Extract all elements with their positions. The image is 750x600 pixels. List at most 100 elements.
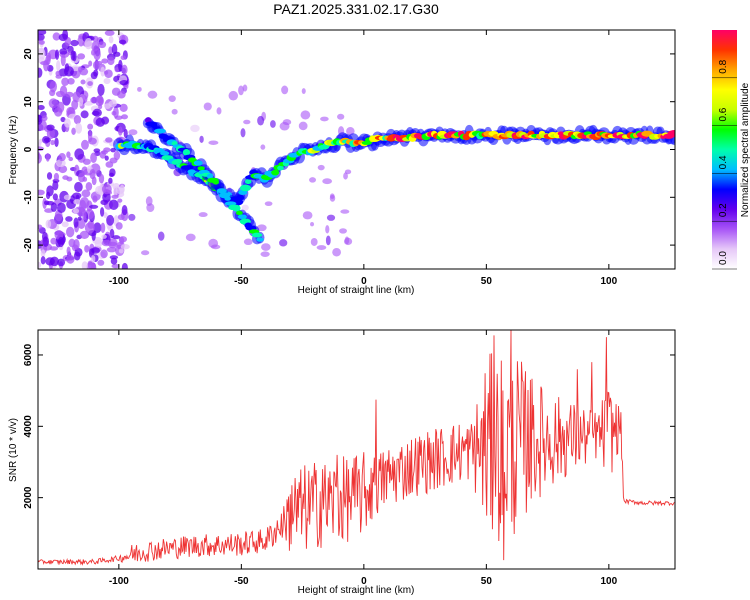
heatmap-cell — [38, 261, 42, 269]
heatmap-cell — [66, 151, 71, 159]
heatmap-cell — [49, 89, 56, 97]
heatmap-cell — [81, 261, 88, 269]
heatmap-cell — [115, 222, 123, 230]
x-tick-label: 100 — [601, 576, 618, 587]
heatmap-cell — [119, 79, 129, 86]
heatmap-cell — [121, 204, 128, 216]
heatmap-cell — [141, 250, 150, 256]
heatmap-cell — [168, 95, 176, 102]
heatmap-cell — [92, 195, 98, 203]
heatmap-cell — [236, 210, 243, 216]
heatmap-cell — [61, 77, 69, 87]
heatmap-cell — [137, 86, 142, 92]
heatmap-cell — [100, 249, 108, 259]
heatmap-cell — [38, 47, 44, 53]
heatmap-cell — [45, 257, 55, 266]
y-tick-label: 6000 — [23, 343, 34, 366]
heatmap-cell — [54, 49, 60, 60]
heatmap-cell — [59, 85, 68, 97]
heatmap-cell — [238, 85, 244, 96]
heatmap-cell — [243, 238, 253, 246]
heatmap-cell — [97, 259, 105, 266]
x-tick-label: -50 — [234, 276, 249, 287]
heatmap-cell — [257, 115, 265, 126]
heatmap-cell — [46, 172, 53, 180]
heatmap-cell — [70, 50, 76, 61]
heatmap-cell — [101, 58, 109, 64]
y-axis-ticks: 2000 4000 6000 — [23, 343, 675, 509]
heatmap-cell — [98, 41, 107, 49]
heatmap-cell — [52, 32, 61, 41]
heatmap-cell — [38, 67, 43, 78]
heatmap-cell — [121, 64, 128, 75]
heatmap-cell — [128, 213, 136, 221]
heatmap-cell — [121, 114, 129, 120]
heatmap-cell — [82, 176, 88, 182]
heatmap-cell — [84, 222, 95, 234]
heatmap-cell — [102, 192, 111, 203]
heatmap-cell — [78, 66, 83, 73]
heatmap-cell — [71, 127, 76, 135]
heatmap-cell — [120, 55, 126, 61]
heatmap-cell — [128, 129, 138, 136]
heatmap-cell — [260, 144, 266, 150]
heatmap-cell — [256, 237, 264, 242]
heatmap-cell — [282, 119, 292, 126]
heatmap-cell — [103, 212, 108, 219]
x-axis-ticks: -100 -50 0 50 100 — [109, 30, 618, 287]
heatmap-cell — [197, 166, 205, 171]
y-tick-label: 10 — [23, 96, 34, 108]
heatmap-cell — [89, 204, 99, 209]
heatmap-cell — [147, 90, 158, 99]
heatmap-cell — [239, 184, 252, 192]
heatmap-cell — [38, 104, 45, 111]
heatmap-cell — [310, 222, 315, 227]
colorbar-tick-label: 0.0 — [718, 251, 729, 265]
heatmap-cell — [56, 101, 65, 113]
heatmap-cell — [46, 191, 51, 200]
y-tick-label: 2000 — [23, 486, 34, 509]
heatmap-cell — [93, 48, 101, 61]
heatmap-cell — [73, 217, 79, 228]
heatmap-cell — [100, 222, 106, 234]
heatmap-cell — [90, 255, 96, 263]
colorbar-tick-label: 0.8 — [718, 59, 729, 73]
heatmap-cell — [82, 209, 87, 221]
heatmap-cell — [50, 202, 58, 212]
heatmap-cell — [108, 100, 117, 108]
heatmap-cell — [84, 38, 93, 50]
heatmap-cell — [52, 180, 59, 191]
y-axis-label: Frequency (Hz) — [8, 116, 19, 185]
heatmap-cell — [325, 225, 330, 234]
heatmap-cell — [77, 53, 86, 60]
heatmap-cell — [91, 41, 100, 52]
heatmap-cell — [60, 116, 66, 123]
heatmap-cell — [66, 246, 71, 256]
heatmap-cell — [77, 218, 86, 229]
heatmap-cell — [100, 66, 106, 77]
y-tick-label: 20 — [23, 48, 34, 60]
heatmap-cell — [87, 123, 94, 130]
heatmap-cell — [119, 184, 125, 194]
heatmap-cell — [114, 115, 123, 120]
heatmap-cell — [73, 208, 80, 214]
heatmap-cell — [154, 128, 166, 134]
heatmap-cell — [54, 137, 59, 148]
heatmap-cell — [185, 233, 196, 242]
heatmap-cell — [103, 70, 109, 75]
heatmap-cell — [71, 99, 79, 110]
heatmap-cell — [107, 56, 115, 66]
heatmap-cell — [65, 91, 74, 98]
heatmap-cell — [117, 214, 125, 221]
heatmap-cell — [64, 63, 70, 73]
heatmap-cell — [40, 61, 49, 66]
heatmap-cell — [203, 102, 212, 111]
heatmap-cell — [78, 96, 84, 107]
heatmap-cell — [75, 122, 83, 134]
heatmap-cell — [344, 236, 350, 245]
heatmap-cell — [157, 231, 165, 241]
heatmap-cell — [108, 177, 113, 184]
heatmap-cell — [270, 120, 276, 128]
colorbar-tick-label: 0.4 — [718, 155, 729, 169]
